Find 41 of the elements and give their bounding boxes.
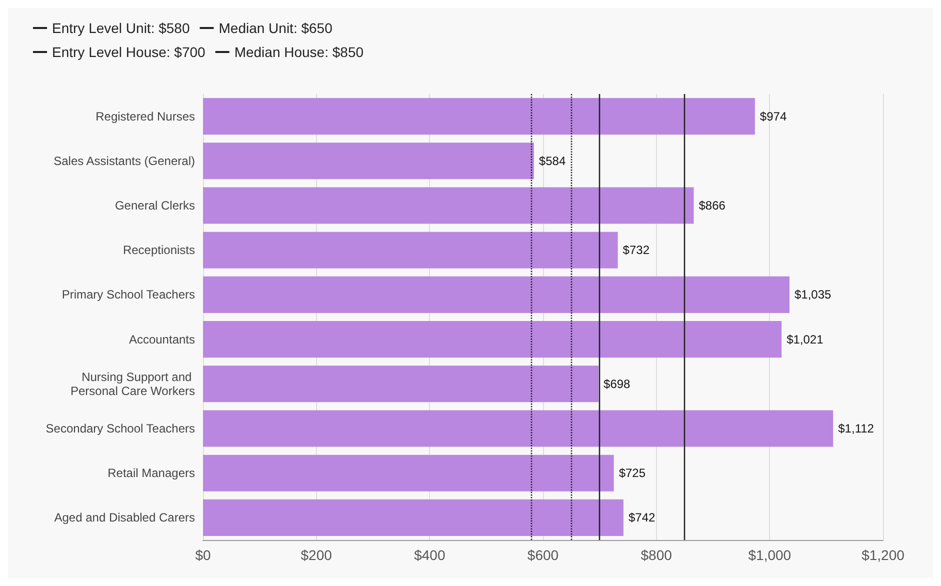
bar	[203, 232, 618, 268]
data-label: $1,035	[794, 288, 832, 302]
y-tick-label: Aged and Disabled Carers	[54, 510, 195, 525]
x-tick-label: $200	[300, 547, 332, 563]
data-label: $584	[538, 154, 566, 168]
bar	[203, 410, 834, 447]
y-tick-label: Retail Managers	[108, 466, 195, 480]
data-label: $1,021	[786, 332, 824, 346]
bar	[203, 499, 624, 536]
data-label: $1,112	[838, 422, 874, 436]
x-tick-label: $0	[195, 547, 211, 563]
bar	[203, 321, 782, 358]
x-tick-label: $1,200	[862, 547, 905, 563]
y-tick-label: Primary School Teachers	[62, 288, 195, 302]
y-tick-label: General Clerks	[114, 198, 195, 212]
legend-label: Median Unit: $650	[218, 20, 333, 36]
legend-label: Entry Level Unit: $580	[52, 20, 190, 36]
y-tick-label: Receptionists	[122, 243, 195, 258]
y-tick-label: Registered Nurses	[96, 109, 195, 124]
x-tick-label: $1,000	[748, 547, 792, 563]
y-tick-label: Nursing Support and Personal Care Workers	[70, 370, 195, 398]
x-tick-label: $600	[527, 547, 559, 563]
bar	[203, 187, 694, 224]
bar	[203, 98, 755, 135]
data-label: $742	[628, 510, 656, 525]
x-tick-label: $400	[414, 547, 446, 563]
legend-label: Entry Level House: $700	[52, 44, 206, 60]
y-tick-label: Sales Assistants (General)	[54, 154, 195, 168]
y-tick-label: Secondary School Teachers	[46, 422, 195, 436]
data-label: $732	[622, 243, 650, 258]
x-tick-label: $800	[640, 547, 672, 563]
data-label: $698	[604, 376, 631, 391]
y-tick-label: Accountants	[128, 332, 195, 346]
legend-label: Median House: $850	[234, 44, 364, 60]
data-label: $974	[760, 109, 787, 124]
data-label: $725	[618, 466, 646, 480]
bar	[203, 454, 614, 492]
data-label: $866	[698, 198, 726, 212]
bar	[203, 366, 599, 402]
bar	[203, 276, 790, 313]
bar	[203, 142, 534, 180]
